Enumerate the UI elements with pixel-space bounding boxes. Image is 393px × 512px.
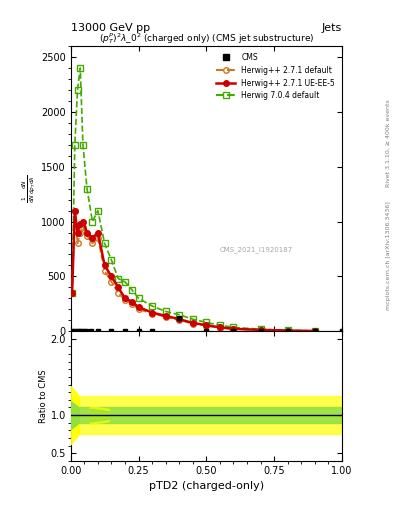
Text: mcplots.cern.ch [arXiv:1306.3436]: mcplots.cern.ch [arXiv:1306.3436]	[386, 202, 391, 310]
X-axis label: pTD2 (charged-only): pTD2 (charged-only)	[149, 481, 264, 491]
Text: 13000 GeV pp: 13000 GeV pp	[71, 23, 150, 33]
Legend: CMS, Herwig++ 2.7.1 default, Herwig++ 2.7.1 UE-EE-5, Herwig 7.0.4 default: CMS, Herwig++ 2.7.1 default, Herwig++ 2.…	[213, 50, 338, 103]
Text: Jets: Jets	[321, 23, 342, 33]
Text: CMS_2021_I1920187: CMS_2021_I1920187	[220, 246, 293, 253]
Text: Rivet 3.1.10, ≥ 400k events: Rivet 3.1.10, ≥ 400k events	[386, 99, 391, 187]
Title: $(p_T^P)^2\lambda\_0^2$ (charged only) (CMS jet substructure): $(p_T^P)^2\lambda\_0^2$ (charged only) (…	[99, 31, 314, 46]
Y-axis label: $\frac{1}{\mathrm{d}N}\frac{\mathrm{d}N}{\mathrm{d}p_T\mathrm{d}\lambda}$: $\frac{1}{\mathrm{d}N}\frac{\mathrm{d}N}…	[21, 175, 39, 203]
Y-axis label: Ratio to CMS: Ratio to CMS	[39, 369, 48, 423]
